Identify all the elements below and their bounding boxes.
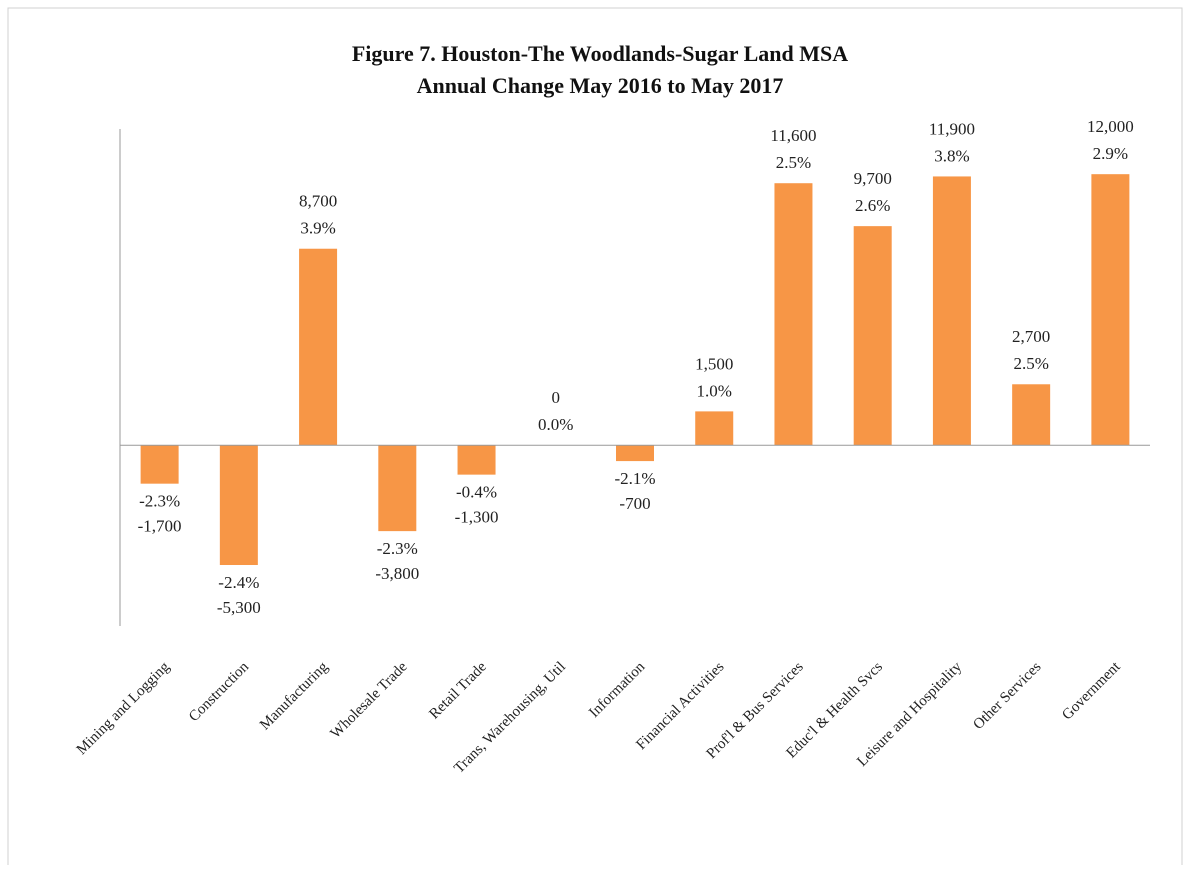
percent-label: 3.8%: [934, 146, 969, 165]
bar: [774, 183, 813, 446]
x-tick-label: Mining and Logging: [74, 659, 173, 758]
bar: [853, 226, 892, 446]
chart-subtitle: Annual Change May 2016 to May 2017: [417, 73, 784, 98]
percent-label: -2.3%: [139, 492, 180, 511]
bar: [695, 411, 734, 446]
value-label: 2,700: [1012, 327, 1050, 346]
percent-label: 2.6%: [855, 196, 890, 215]
percent-label: 2.5%: [776, 153, 811, 172]
bar: [1091, 174, 1130, 446]
x-tick-label: Construction: [186, 659, 252, 725]
percent-label: 3.9%: [300, 219, 335, 238]
bar: [1012, 384, 1051, 446]
value-label: -700: [619, 494, 650, 513]
chart-title: Figure 7. Houston-The Woodlands-Sugar La…: [352, 41, 848, 66]
x-tick-label: Other Services: [970, 659, 1044, 733]
frame: [7, 7, 1183, 869]
bar: [140, 445, 179, 484]
bar: [299, 248, 338, 446]
value-label: -1,300: [455, 508, 499, 527]
percent-label: 2.5%: [1013, 354, 1048, 373]
value-label: -5,300: [217, 598, 261, 617]
x-tick-label: Financial Activities: [633, 659, 727, 753]
value-label: 11,600: [770, 126, 816, 145]
x-tick-label: Government: [1059, 658, 1124, 723]
x-tick-label: Retail Trade: [426, 659, 490, 723]
percent-label: -2.3%: [377, 539, 418, 558]
value-label: 9,700: [854, 169, 892, 188]
value-label: -3,800: [375, 564, 419, 583]
value-label: 8,700: [299, 192, 337, 211]
percent-label: -2.4%: [218, 573, 259, 592]
percent-label: 2.9%: [1093, 144, 1128, 163]
bar: [457, 445, 496, 475]
value-label: 11,900: [929, 119, 975, 138]
bar: [219, 445, 258, 566]
value-label: -1,700: [138, 517, 182, 536]
value-label: 0: [552, 388, 561, 407]
bar: [378, 445, 417, 532]
x-tick-label: Information: [586, 659, 648, 721]
percent-label: -0.4%: [456, 483, 497, 502]
x-tick-label: Manufacturing: [257, 659, 332, 734]
x-tick-label: Wholesale Trade: [328, 659, 411, 742]
percent-label: 0.0%: [538, 415, 573, 434]
percent-label: 1.0%: [697, 381, 732, 400]
value-label: 12,000: [1087, 117, 1134, 136]
percent-label: -2.1%: [614, 469, 655, 488]
bar: [932, 176, 971, 446]
bar: [616, 445, 654, 462]
value-label: 1,500: [695, 354, 733, 373]
